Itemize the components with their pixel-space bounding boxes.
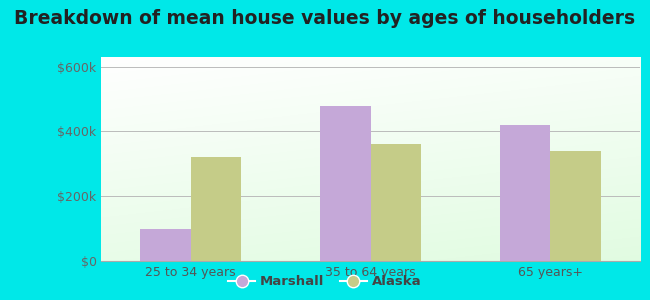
Bar — [140, 229, 190, 261]
Bar — [320, 106, 370, 261]
Bar — [500, 125, 551, 261]
Text: Breakdown of mean house values by ages of householders: Breakdown of mean house values by ages o… — [14, 9, 636, 28]
Bar — [370, 144, 421, 261]
Bar — [190, 158, 241, 261]
Bar — [551, 151, 601, 261]
Legend: Marshall, Alaska: Marshall, Alaska — [223, 270, 427, 293]
